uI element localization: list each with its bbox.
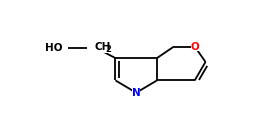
Text: CH: CH: [95, 42, 111, 52]
Bar: [191, 42, 199, 51]
Text: 2: 2: [105, 45, 111, 54]
Bar: [87, 43, 112, 53]
Bar: [132, 88, 140, 97]
Text: N: N: [132, 88, 141, 98]
Text: HO: HO: [45, 43, 62, 53]
Bar: [48, 43, 68, 53]
Text: O: O: [190, 42, 199, 51]
